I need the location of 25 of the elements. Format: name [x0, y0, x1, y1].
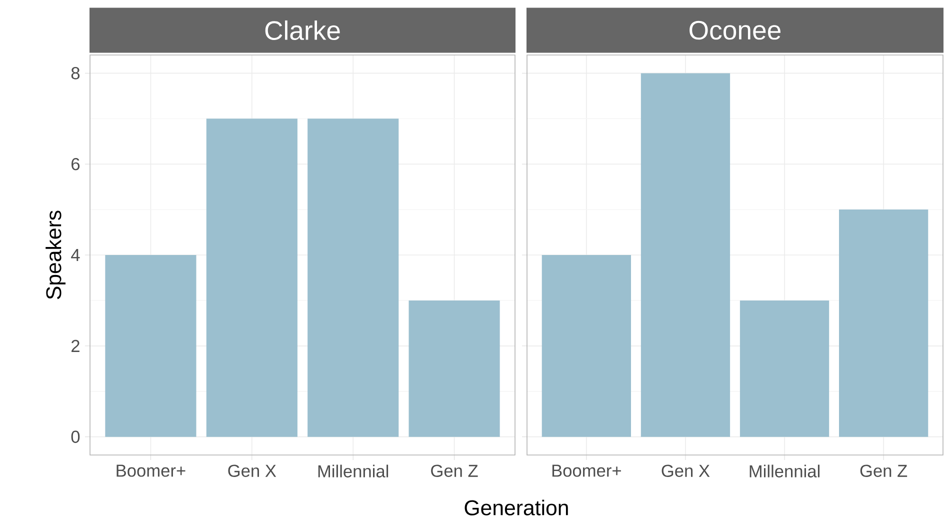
x-axis-title: Generation — [464, 500, 568, 516]
x-tick-label: Millennial — [318, 464, 388, 478]
chart-title: Oconee — [690, 20, 780, 40]
bar — [408, 300, 500, 437]
bar — [105, 255, 196, 437]
x-tick-label: Gen X — [662, 464, 710, 477]
y-tick-label: 6 — [72, 158, 80, 170]
bar — [740, 300, 830, 437]
y-tick-label: 2 — [72, 340, 80, 352]
bar — [542, 255, 632, 437]
bar — [640, 73, 730, 437]
y-tick-label: 8 — [71, 67, 80, 80]
y-tick-label: 4 — [71, 249, 80, 261]
y-tick-label: 0 — [71, 430, 80, 443]
x-tick-label: Gen Z — [431, 464, 478, 477]
bar — [206, 118, 298, 437]
x-tick-label: Gen Z — [860, 464, 908, 477]
bar — [308, 118, 399, 437]
bar — [839, 210, 928, 437]
chart-title: Clarke — [265, 20, 340, 40]
x-tick-label: Boomer+ — [116, 464, 186, 477]
x-tick-label: Millennial — [750, 464, 820, 478]
x-tick-label: Boomer+ — [552, 464, 621, 477]
x-tick-label: Gen X — [228, 464, 276, 477]
y-axis-title: Speakers — [46, 210, 66, 300]
